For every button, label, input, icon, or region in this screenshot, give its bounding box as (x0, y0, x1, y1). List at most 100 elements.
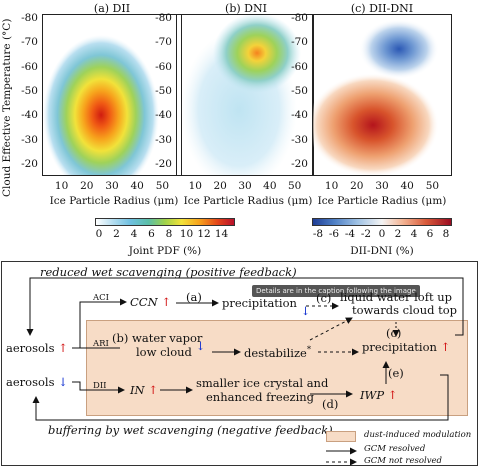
water-vapor-line1: water vapor (132, 331, 203, 345)
y-tick-label: -60 (155, 60, 172, 73)
precipitation-top: precipitation ↓ (222, 296, 310, 318)
low-cloud-label: low cloud (136, 345, 192, 359)
label-a: (a) (186, 290, 202, 304)
y-tick-label: -30 (155, 133, 172, 146)
panel-b-plot (176, 14, 314, 176)
y-tick-label: -70 (155, 36, 172, 49)
ccn-node: CCN ↑ (130, 295, 171, 309)
destabilize-node: destabilize* (244, 345, 311, 360)
aerosols-increase: aerosols ↑ (6, 341, 68, 355)
panel-b-x-label: Ice Particle Radius (μm) (183, 195, 313, 207)
label-b: (b) (112, 331, 129, 345)
label-c-top: (c) (316, 291, 332, 305)
panel-b-heatmap (181, 15, 301, 175)
y-tick-label: -50 (291, 84, 308, 97)
colorbar-joint-pdf-tick: 10 (179, 228, 194, 240)
destabilize-mark: * (306, 345, 312, 355)
panel-b-title: (b) DNI (225, 2, 267, 15)
colorbar-joint-pdf-tick: 14 (214, 228, 229, 240)
colorbar-joint-pdf-label: Joint PDF (%) (128, 245, 202, 257)
aerosols-decrease-label: aerosols (6, 375, 55, 389)
y-tick-label: -50 (155, 84, 172, 97)
up-arrow-icon: ↑ (440, 340, 451, 354)
liquid-water-line2: towards cloud top (352, 303, 458, 317)
colorbar-difference-tick: 8 (442, 228, 450, 240)
precipitation-mid-label: precipitation (362, 340, 437, 354)
bottom-feedback-label: buffering by wet scavenging (negative fe… (48, 423, 333, 437)
precipitation-mid: precipitation ↑ (362, 340, 450, 354)
legend-dashed-label: GCM not resolved (364, 456, 442, 466)
aci-label: ACI (93, 293, 109, 303)
in-node: IN ↑ (130, 383, 158, 397)
colorbar-difference-tick: -4 (344, 228, 356, 240)
up-arrow-icon: ↑ (58, 341, 68, 355)
x-tick-label: 20 (213, 180, 227, 192)
colorbar-joint-pdf-tick: 2 (113, 228, 120, 240)
x-tick-label: 40 (263, 180, 277, 192)
up-arrow-icon: ↑ (387, 388, 398, 402)
colorbar-joint-pdf-tick: 12 (197, 228, 211, 240)
colorbar-difference-tick: 6 (426, 228, 434, 240)
colorbar-difference-tick: -8 (312, 228, 324, 240)
y-tick-label: -30 (291, 133, 308, 146)
y-tick-label: -20 (21, 157, 38, 170)
aerosols-increase-label: aerosols (6, 341, 55, 355)
colorbar-joint-pdf-tick: 8 (165, 228, 173, 240)
precipitation-top-label: precipitation (222, 296, 297, 310)
colorbar-difference-tick: 0 (378, 228, 386, 240)
colorbar-difference-tick: 2 (394, 228, 402, 240)
water-vapor-line2: low cloud ↓ (136, 339, 205, 359)
label-e: (e) (388, 366, 404, 380)
y-tick-label: -60 (21, 60, 38, 73)
panel-a-title: (a) DII (93, 2, 131, 15)
dii-label: DII (93, 381, 107, 391)
x-tick-label: 10 (188, 180, 202, 192)
colorbar-difference (312, 218, 452, 226)
down-arrow-icon: ↓ (300, 304, 311, 318)
up-arrow-icon: ↑ (161, 295, 171, 309)
x-tick-label: 20 (350, 180, 364, 192)
top-feedback-label: reduced wet scavenging (positive feedbac… (40, 265, 297, 279)
x-tick-label: 50 (425, 180, 440, 192)
x-tick-label: 50 (155, 180, 170, 192)
x-tick-label: 40 (400, 180, 414, 192)
x-tick-label: 50 (287, 180, 302, 192)
y-tick-label: -80 (21, 12, 38, 24)
liquid-water-line1: liquid water loft up (340, 290, 453, 304)
iwp-label: IWP (360, 388, 385, 402)
x-tick-label: 30 (238, 180, 252, 192)
y-tick-label: -70 (291, 36, 308, 49)
diagram-frame (1, 261, 478, 466)
y-tick-label: -50 (21, 84, 38, 97)
y-tick-label: -60 (291, 60, 308, 73)
ice-line1: smaller ice crystal and (196, 376, 329, 390)
x-tick-label: 30 (375, 180, 389, 192)
panel-c-heatmap (313, 19, 439, 175)
colorbar-joint-pdf (95, 218, 235, 226)
colorbar-difference-tick: -6 (328, 228, 340, 240)
colorbar-difference-label: DII-DNI (%) (350, 245, 414, 257)
panel-c-x-label: Ice Particle Radius (μm) (317, 195, 447, 207)
ccn-label: CCN (130, 295, 158, 309)
x-tick-label: 20 (80, 180, 94, 192)
y-tick-label: -40 (291, 109, 308, 122)
y-tick-label: -70 (21, 36, 38, 49)
y-tick-label: -20 (291, 157, 308, 170)
colorbar-joint-pdf-tick: 0 (95, 228, 103, 240)
x-tick-label: 30 (105, 180, 119, 192)
colorbar-difference-tick: -2 (360, 228, 372, 240)
dust-modulation-box (86, 320, 468, 416)
legend-solid-label: GCM resolved (364, 444, 426, 454)
aerosols-decrease: aerosols ↓ (6, 375, 68, 389)
colorbar-joint-pdf-tick: 6 (148, 228, 155, 240)
caption-tooltip: Details are in the caption following the… (252, 285, 420, 297)
down-arrow-icon: ↓ (58, 375, 68, 389)
y-tick-label: -80 (291, 12, 308, 24)
y-tick-label: -20 (155, 157, 172, 170)
y-tick-label: -40 (155, 109, 172, 122)
label-c-mid: (c) (386, 326, 402, 340)
iwp-node: IWP ↑ (360, 388, 397, 402)
x-tick-label: 10 (54, 180, 69, 192)
panel-a-x-label: Ice Particle Radius (μm) (49, 195, 179, 207)
in-label: IN (130, 383, 145, 397)
